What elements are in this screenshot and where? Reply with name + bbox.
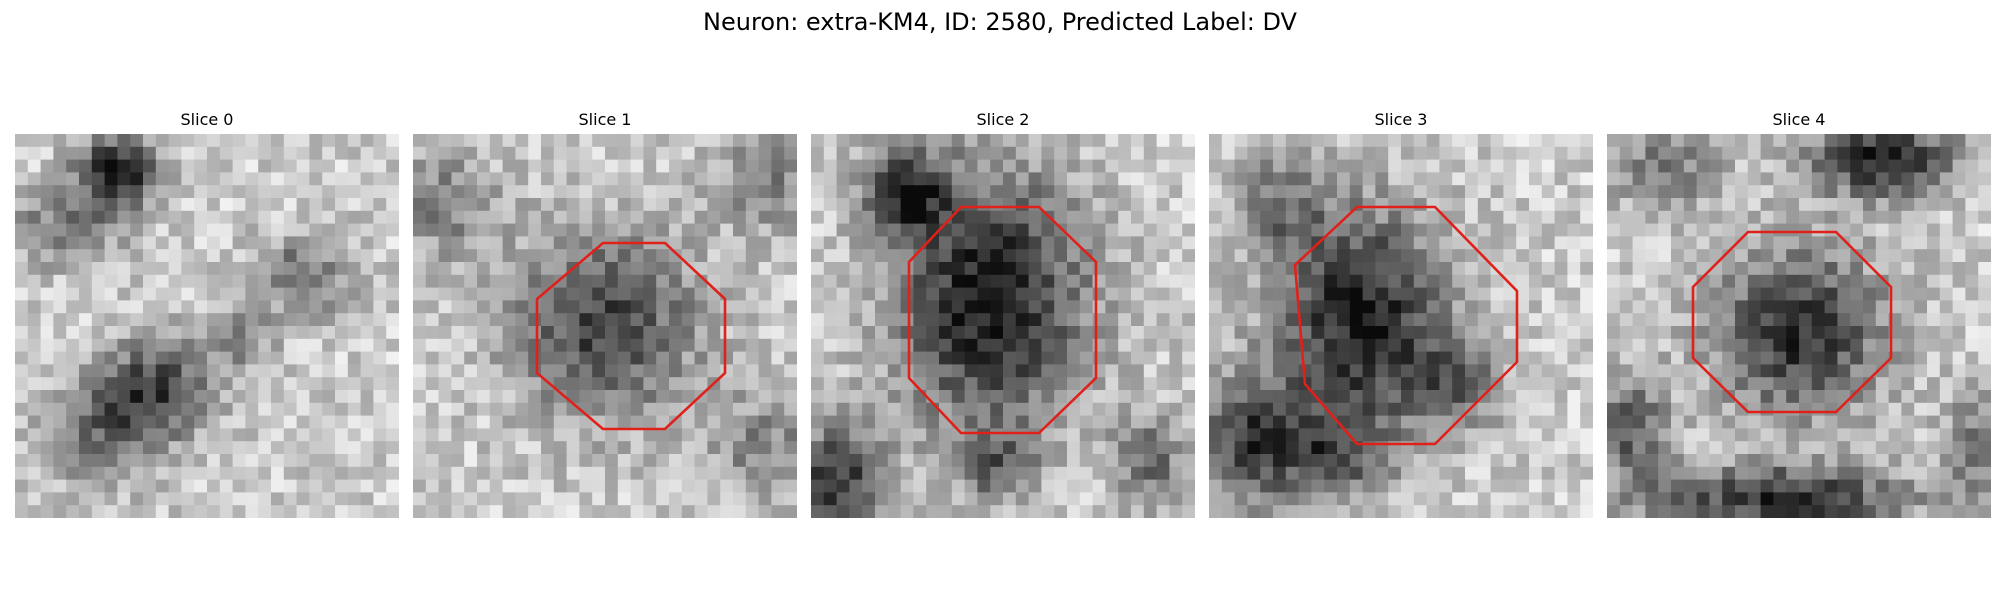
slice-title: Slice 3 <box>1374 110 1428 129</box>
slice-title: Slice 4 <box>1772 110 1826 129</box>
slice-panel-1: Slice 1 <box>413 110 797 520</box>
slice-title: Slice 0 <box>180 110 234 129</box>
neuron-outline <box>1293 205 1519 446</box>
slice-title: Slice 2 <box>976 110 1030 129</box>
neuron-outline <box>535 241 727 431</box>
neuron-outline <box>907 205 1098 435</box>
slice-image-1 <box>413 134 797 518</box>
slice-panel-0: Slice 0 <box>15 110 399 520</box>
slice-panel-2: Slice 2 <box>811 110 1195 520</box>
slice-image-0 <box>15 134 399 518</box>
neuron-outline <box>1691 230 1893 414</box>
slice-image-3 <box>1209 134 1593 518</box>
pixel-grid <box>1607 134 1991 518</box>
slice-panel-4: Slice 4 <box>1607 110 1991 520</box>
pixel-grid <box>413 134 797 518</box>
slice-panel-3: Slice 3 <box>1209 110 1593 520</box>
slice-title: Slice 1 <box>578 110 632 129</box>
figure-title: Neuron: extra-KM4, ID: 2580, Predicted L… <box>703 8 1297 36</box>
pixel-grid <box>15 134 399 518</box>
pixel-grid <box>811 134 1195 518</box>
slice-image-2 <box>811 134 1195 518</box>
pixel-grid <box>1209 134 1593 518</box>
slice-image-4 <box>1607 134 1991 518</box>
